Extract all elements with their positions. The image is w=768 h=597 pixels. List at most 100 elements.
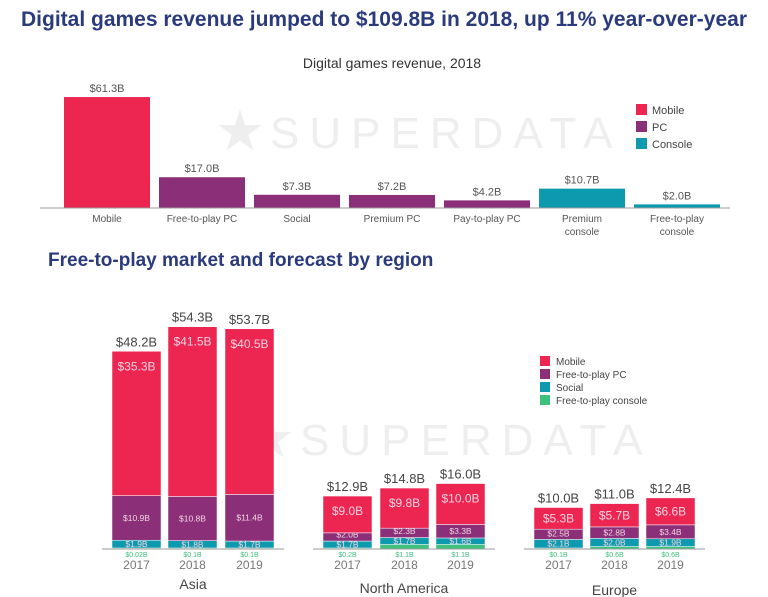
legend-label: Free-to-play PC (556, 370, 627, 381)
legend-label: Mobile (556, 357, 586, 368)
total-label: $14.8B (384, 471, 425, 486)
data-label: $5.7B (599, 508, 630, 522)
stack-segment (167, 326, 218, 497)
year-label: 2018 (391, 558, 418, 572)
data-label: $41.5B (173, 335, 211, 349)
legend-label: PC (652, 122, 667, 134)
tick-label: Premium (562, 214, 602, 225)
data-label: $0.1B (549, 552, 568, 559)
year-label: 2018 (601, 558, 628, 572)
data-label: $2.0B (603, 537, 626, 547)
data-label: $2.8B (603, 527, 626, 537)
tick-label: Pay-to-play PC (453, 214, 520, 225)
data-label: $5.3B (543, 511, 574, 525)
data-label: $6.6B (655, 504, 686, 518)
data-label: $1.1B (451, 552, 470, 559)
bar (349, 194, 435, 208)
data-label: $3.3B (449, 526, 472, 536)
tick-label: Free-to-play PC (167, 214, 238, 225)
data-label: $40.5B (230, 337, 268, 351)
data-label: $10.7B (565, 175, 600, 187)
legend-swatch (636, 138, 647, 149)
data-label: $9.0B (332, 504, 363, 518)
legend-swatch (540, 369, 550, 379)
data-label: $7.2B (378, 181, 407, 193)
data-label: $1.7B (393, 536, 416, 546)
data-label: $61.3B (90, 83, 125, 95)
data-label: $0.2B (338, 552, 357, 559)
total-label: $48.2B (116, 334, 157, 349)
tick-label: Social (283, 214, 310, 225)
stack-segment (533, 507, 584, 530)
year-label: 2018 (179, 558, 206, 572)
data-label: $7.3B (283, 181, 312, 193)
data-label: $4.2B (473, 186, 502, 198)
legend-label: Mobile (652, 105, 684, 117)
bar (254, 194, 340, 208)
data-label: $10.8B (179, 514, 206, 524)
year-label: 2017 (123, 558, 150, 572)
total-label: $11.0B (594, 487, 634, 502)
total-label: $54.3B (172, 310, 213, 325)
legend-swatch (540, 356, 550, 366)
tick-label: console (660, 227, 695, 238)
data-label: $1.7B (238, 540, 261, 550)
total-label: $12.4B (650, 481, 691, 496)
data-label: $1.7B (336, 540, 359, 550)
legend-label: Console (652, 139, 692, 151)
data-label: $17.0B (185, 163, 220, 175)
data-label: $35.3B (117, 359, 155, 373)
total-label: $53.7B (229, 312, 270, 327)
tick-label: Mobile (92, 214, 122, 225)
stack-segment (224, 328, 275, 495)
data-label: $1.9B (659, 538, 682, 548)
legend-swatch (540, 382, 550, 392)
data-label: $1.9B (125, 539, 148, 549)
tick-label: Premium PC (364, 214, 421, 225)
data-label: $2.0B (663, 190, 692, 202)
legend-swatch (636, 104, 647, 115)
bar (444, 200, 530, 208)
bar (64, 97, 150, 208)
watermark-star: ★ (215, 99, 265, 162)
region-label: Europe (592, 582, 637, 597)
total-label: $10.0B (538, 491, 579, 506)
data-label: $3.4B (659, 527, 682, 537)
stack-segment (589, 503, 640, 528)
data-label: $1.1B (395, 552, 414, 559)
stack-segment (111, 351, 162, 496)
year-label: 2017 (334, 558, 361, 572)
data-label: $0.1B (183, 552, 202, 559)
data-label: $0.6B (605, 552, 624, 559)
stack-segment (224, 494, 275, 542)
data-label: $11.4B (236, 513, 263, 523)
data-label: $10.0B (441, 492, 479, 506)
year-label: 2019 (447, 558, 474, 572)
data-label: $2.1B (547, 539, 570, 549)
stack-segment (379, 487, 430, 529)
bar (539, 188, 625, 208)
region-label: North America (360, 580, 449, 596)
headline: Digital games revenue jumped to $109.8B … (21, 8, 747, 31)
tick-label: console (565, 227, 600, 238)
data-label: $2.5B (547, 529, 570, 539)
year-label: 2017 (545, 558, 572, 572)
data-label: $9.8B (389, 496, 420, 510)
bar (159, 177, 245, 208)
stack-segment (167, 496, 218, 541)
legend-swatch (636, 121, 647, 132)
total-label: $12.9B (327, 479, 368, 494)
data-label: $1.6B (449, 536, 472, 546)
watermark: SUPERDATA (270, 109, 622, 158)
region-label: Asia (179, 576, 206, 592)
data-label: $0.02B (125, 552, 148, 559)
section-title: Free-to-play market and forecast by regi… (48, 250, 434, 271)
data-label: $2.3B (393, 526, 416, 536)
stack-segment (435, 483, 486, 525)
bar (634, 204, 720, 208)
data-label: $2.0B (336, 530, 359, 540)
stack-segment (111, 495, 162, 541)
year-label: 2019 (657, 558, 684, 572)
data-label: $0.1B (240, 552, 259, 559)
